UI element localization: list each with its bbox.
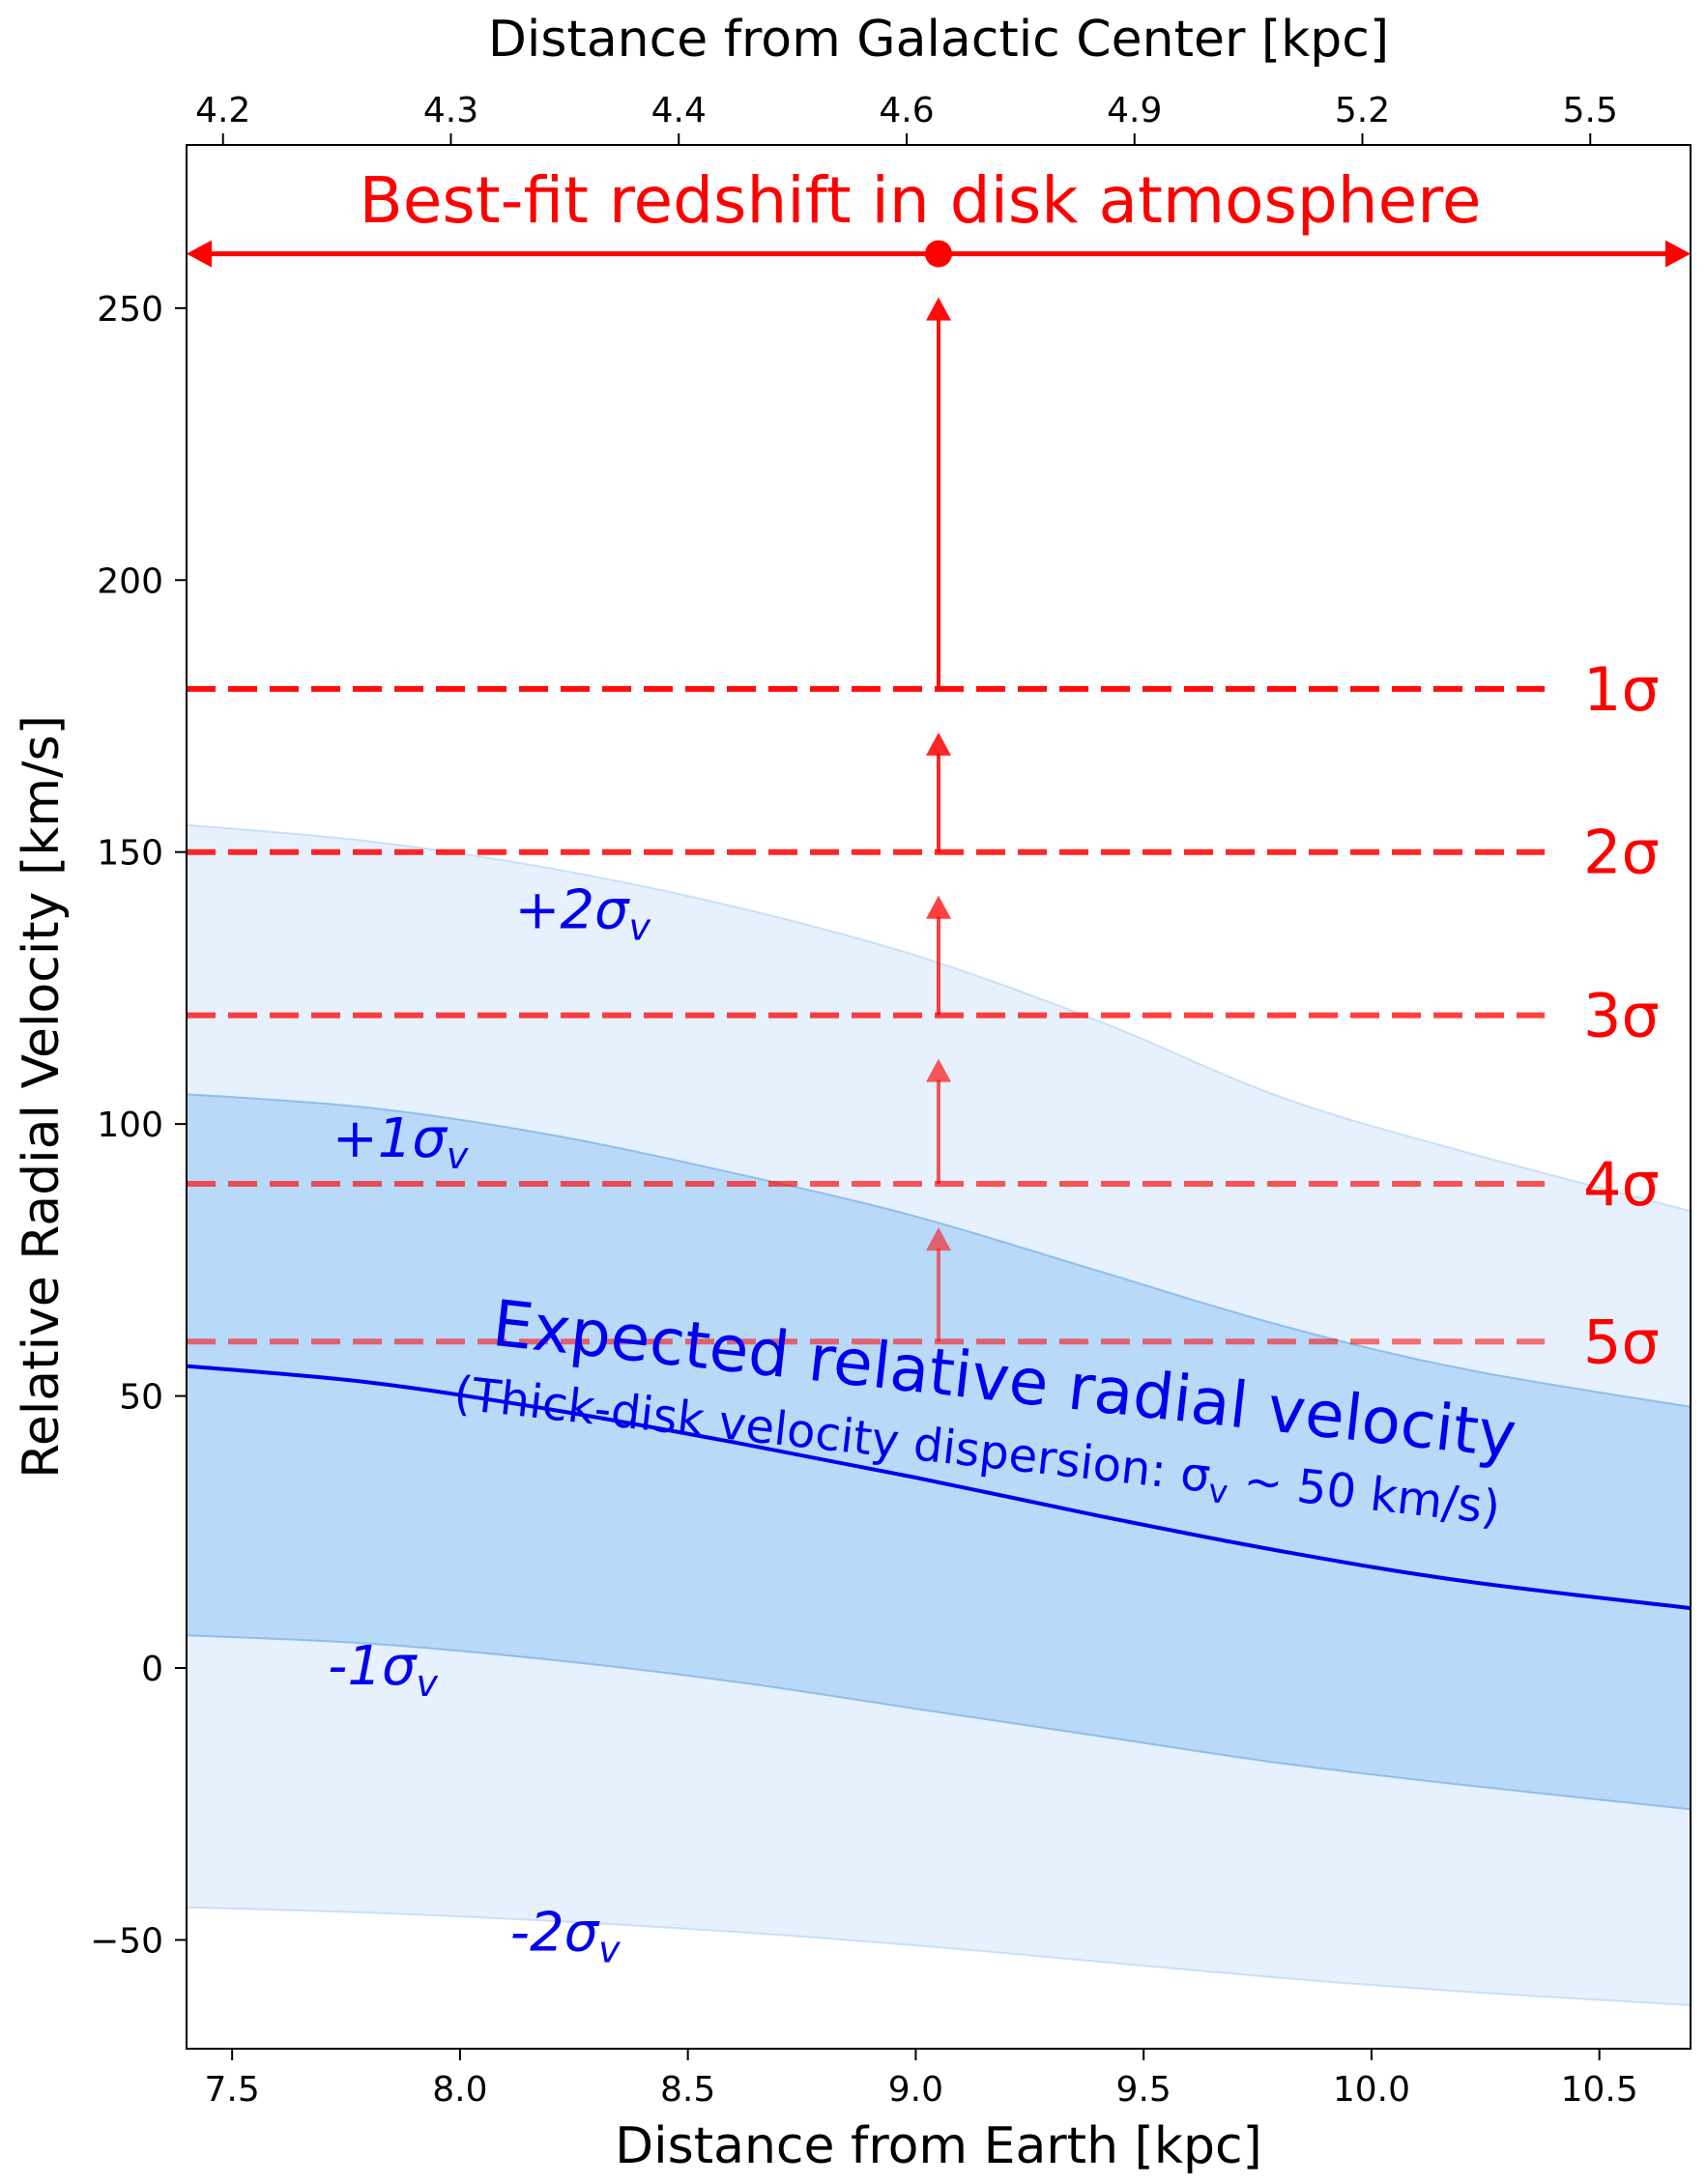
y-tick-label: 200 <box>97 561 163 601</box>
best-fit-arrow-right <box>1665 240 1691 268</box>
band-label: -2σv <box>510 1902 621 1971</box>
significance-arrow-head <box>926 1227 951 1251</box>
y-tick-label: 100 <box>97 1106 163 1145</box>
top-tick-label: 4.4 <box>651 91 707 130</box>
best-fit-arrow-left <box>187 240 212 268</box>
x-tick-label: 9.5 <box>1116 2070 1171 2110</box>
top-tick-label: 4.3 <box>423 91 478 130</box>
top-tick-label: 5.5 <box>1563 91 1618 130</box>
best-fit-point <box>925 240 952 268</box>
x-tick-label: 8.0 <box>432 2070 487 2110</box>
y-tick-label: −50 <box>90 1921 163 1961</box>
y-tick-label: 250 <box>97 290 163 330</box>
band-label: +2σv <box>514 879 651 949</box>
significance-arrow-head <box>926 895 951 919</box>
band-lower-edge <box>187 1634 1691 1811</box>
y-tick-label: 50 <box>119 1378 163 1418</box>
significance-arrow-head <box>926 732 951 756</box>
band-label: -1σv <box>328 1635 438 1705</box>
sigma-label: 3σ <box>1583 981 1660 1051</box>
x-tick-label: 9.0 <box>888 2070 943 2110</box>
band-label: +1σv <box>333 1107 469 1177</box>
top-tick-label: 5.2 <box>1335 91 1390 130</box>
sigma-label: 4σ <box>1583 1149 1660 1220</box>
band-upper-edge <box>187 1093 1691 1408</box>
y-tick-label: 0 <box>141 1650 163 1689</box>
y-tick-label: 150 <box>97 834 163 874</box>
top-tick-label: 4.6 <box>879 91 934 130</box>
x-axis-title: Distance from Earth [kpc] <box>615 2117 1262 2175</box>
best-fit-label: Best-fit redshift in disk atmosphere <box>359 163 1481 238</box>
significance-arrow-head <box>926 297 951 321</box>
velocity-band-1sigma <box>187 1094 1691 1810</box>
significance-arrow-head <box>926 1058 951 1082</box>
y-axis-title: Relative Radial Velocity [km/s] <box>13 715 71 1479</box>
x-tick-label: 10.0 <box>1333 2070 1410 2110</box>
x-tick-label: 10.5 <box>1561 2070 1638 2110</box>
expected-velocity-curve <box>187 1364 1691 1611</box>
top-tick-label: 4.2 <box>195 91 250 130</box>
top-tick-label: 4.9 <box>1107 91 1162 130</box>
sigma-label: 2σ <box>1583 818 1660 888</box>
x-tick-label: 7.5 <box>205 2070 260 2110</box>
x-tick-label: 8.5 <box>660 2070 715 2110</box>
sigma-label: 5σ <box>1583 1307 1660 1377</box>
sigma-label: 1σ <box>1583 654 1660 725</box>
plot-frame <box>186 144 1692 2050</box>
top-axis-title: Distance from Galactic Center [kpc] <box>488 11 1389 69</box>
band-lower-edge <box>187 1906 1691 2006</box>
